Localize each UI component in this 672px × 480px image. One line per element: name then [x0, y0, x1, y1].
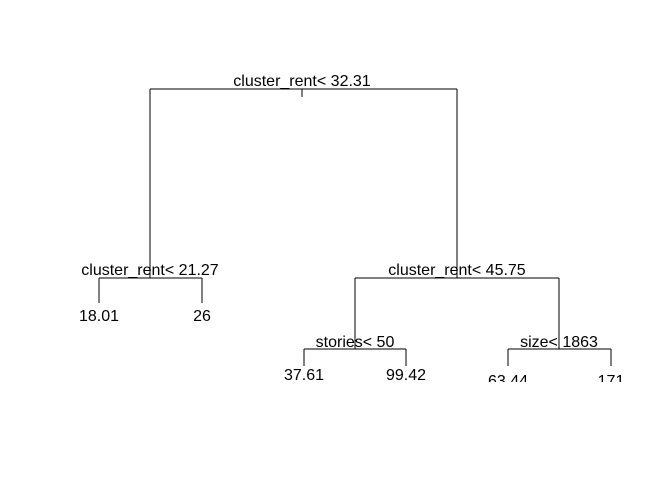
left-split-label: cluster_rent< 21.27: [81, 262, 219, 279]
right-right-node: size< 1863 63.44 171: [488, 334, 624, 390]
right-left-node: stories< 50 37.61 99.42: [284, 334, 426, 384]
leaf-lr-label: 26: [193, 308, 211, 325]
right-node: cluster_rent< 45.75: [354, 262, 560, 349]
root-split-label: cluster_rent< 32.31: [233, 73, 371, 90]
top-clip-mask: [0, 0, 672, 73]
rl-split-label: stories< 50: [316, 334, 395, 351]
leaf-rlr-label: 99.42: [386, 367, 426, 384]
bottom-clip-mask: [0, 382, 672, 480]
root-node: cluster_rent< 32.31: [149, 73, 458, 278]
leaf-ll-label: 18.01: [79, 308, 119, 325]
rr-split-label: size< 1863: [520, 334, 598, 351]
leaf-rll-label: 37.61: [284, 367, 324, 384]
right-split-label: cluster_rent< 45.75: [388, 262, 526, 279]
left-node: cluster_rent< 21.27 18.01 26: [79, 262, 219, 325]
